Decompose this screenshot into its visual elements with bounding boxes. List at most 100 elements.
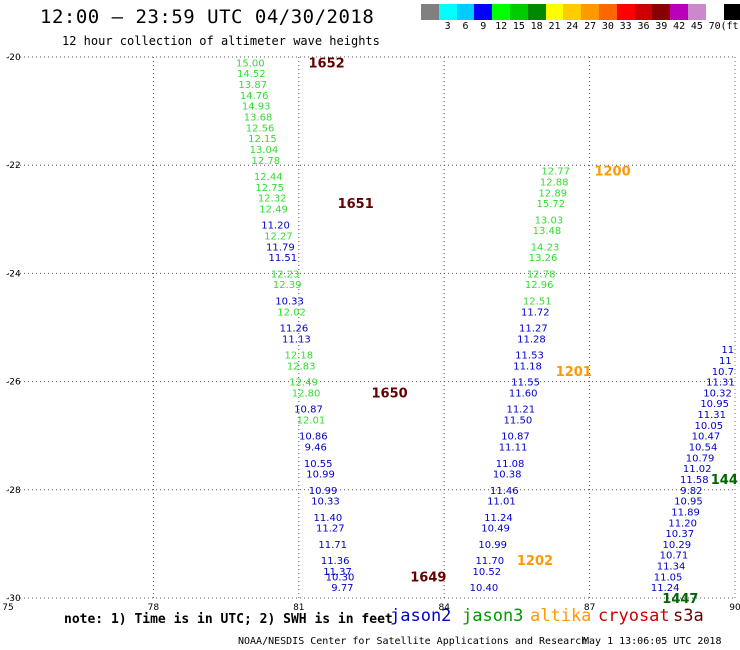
time-marker: 1651 <box>338 197 374 212</box>
wave-height-value: 10.7 <box>712 367 734 378</box>
wave-height-value: 12.27 <box>264 232 293 243</box>
wave-height-value: 9.77 <box>331 583 353 594</box>
wave-height-value: 10.33 <box>311 497 340 508</box>
legend-swatch <box>723 4 740 20</box>
wave-height-value: 15.00 <box>236 58 265 69</box>
wave-height-value: 12.77 <box>541 167 570 178</box>
satellite-label-cryosat: cryosat <box>598 606 670 626</box>
wave-height-value: 11.89 <box>671 507 700 518</box>
legend-swatch <box>509 4 528 20</box>
legend-swatch <box>634 4 653 20</box>
legend-label: 45 <box>690 21 703 32</box>
wave-height-value: 12.15 <box>248 134 277 145</box>
generation-timestamp: May 1 13:06:05 UTC 2018 <box>583 636 722 647</box>
wave-height-value: 11 <box>721 345 734 356</box>
y-tick-label: -20 <box>6 53 21 63</box>
wave-height-value: 11.20 <box>668 518 697 529</box>
legend-label: 21 <box>548 21 561 32</box>
wave-height-value: 10.87 <box>294 405 323 416</box>
wave-height-value: 9.82 <box>680 486 702 497</box>
x-tick-label: 87 <box>584 603 595 613</box>
wave-height-value: 10.52 <box>473 567 502 578</box>
wave-height-value: 11.08 <box>496 459 525 470</box>
wave-height-value: 10.86 <box>299 432 328 443</box>
legend-swatch <box>438 4 457 20</box>
wave-height-value: 11.79 <box>266 242 295 253</box>
legend-swatches <box>421 4 740 20</box>
time-marker: 1200 <box>594 165 630 180</box>
wave-height-value: 11.24 <box>651 583 680 594</box>
wave-height-value: 10.99 <box>478 540 507 551</box>
legend-label: 39 <box>655 21 668 32</box>
legend-label: 30 <box>601 21 614 32</box>
time-marker: 1650 <box>372 386 408 401</box>
wave-height-value: 11.53 <box>515 351 544 362</box>
wave-height-value: 13.03 <box>535 215 564 226</box>
legend-swatch <box>545 4 564 20</box>
wave-height-value: 11 <box>719 356 732 367</box>
time-marker: 144 <box>711 473 738 488</box>
wave-height-value: 10.95 <box>674 497 703 508</box>
wave-height-value: 11.01 <box>487 497 516 508</box>
wave-height-value: 10.40 <box>470 583 499 594</box>
y-tick-label: -24 <box>6 269 21 279</box>
wave-height-value: 11.13 <box>282 334 311 345</box>
wave-height-value: 12.01 <box>297 415 326 426</box>
wave-height-value: 10.71 <box>660 551 689 562</box>
wave-height-value: 14.23 <box>531 242 560 253</box>
wave-height-value: 14.76 <box>240 91 269 102</box>
legend-swatch <box>421 4 439 20</box>
wave-height-value: 13.87 <box>238 80 267 91</box>
legend-swatch <box>474 4 493 20</box>
wave-height-value: 11.27 <box>519 324 548 335</box>
wave-height-value: 12.78 <box>252 156 281 167</box>
wave-height-value: 12.23 <box>271 269 300 280</box>
footnote: note: 1) Time is in UTC; 2) SWH is in fe… <box>64 612 393 627</box>
time-marker: 1652 <box>308 56 344 71</box>
map-title: 12:00 – 23:59 UTC 04/30/2018 <box>40 6 375 28</box>
wave-height-value: 12.49 <box>259 204 288 215</box>
wave-height-value: 12.02 <box>277 307 306 318</box>
wave-height-value: 11.37 <box>323 567 352 578</box>
wave-height-value: 12.89 <box>538 188 567 199</box>
wave-height-value: 11.71 <box>318 540 347 551</box>
wave-height-value: 11.24 <box>484 513 513 524</box>
legend-unit: (ft) <box>720 21 740 32</box>
legend-swatch <box>581 4 599 20</box>
x-tick-label: 78 <box>148 603 160 613</box>
time-marker: 1201 <box>556 365 592 380</box>
satellite-label-altika: altika <box>530 606 592 626</box>
satellite-label-jason2: jason2 <box>390 606 452 626</box>
wave-height-value: 11.31 <box>697 410 726 421</box>
satellite-label-jason3: jason3 <box>462 606 524 626</box>
map-subtitle: 12 hour collection of altimeter wave hei… <box>62 34 380 48</box>
y-tick-label: -30 <box>6 594 21 604</box>
wave-height-value: 11.72 <box>521 307 550 318</box>
wave-height-value: 10.29 <box>663 540 692 551</box>
legend-swatch <box>456 4 475 20</box>
wave-height-value: 11.18 <box>513 361 542 372</box>
wave-height-value: 10.30 <box>326 572 355 583</box>
wave-height-value: 10.32 <box>703 388 732 399</box>
wave-height-value: 12.75 <box>255 183 284 194</box>
wave-height-value: 10.37 <box>665 529 694 540</box>
legend-swatch <box>527 4 546 20</box>
wave-height-value: 11.31 <box>706 378 735 389</box>
x-tick-label: 81 <box>293 603 304 613</box>
wave-height-value: 11.11 <box>499 443 528 454</box>
legend-swatch <box>687 4 706 20</box>
legend-label: 6 <box>462 21 469 32</box>
y-tick-label: -26 <box>6 378 21 388</box>
wave-height-value: 12.18 <box>284 351 313 362</box>
wave-height-value: 10.38 <box>493 470 522 481</box>
wave-height-value: 11.46 <box>490 486 519 497</box>
wave-height-value: 13.26 <box>529 253 558 264</box>
legend-label: 36 <box>637 21 650 32</box>
wave-height-value: 11.51 <box>268 253 297 264</box>
time-marker: 1202 <box>517 554 553 569</box>
wave-height-value: 12.88 <box>540 177 569 188</box>
y-tick-label: -22 <box>6 161 21 171</box>
wave-height-value: 11.27 <box>316 524 345 535</box>
